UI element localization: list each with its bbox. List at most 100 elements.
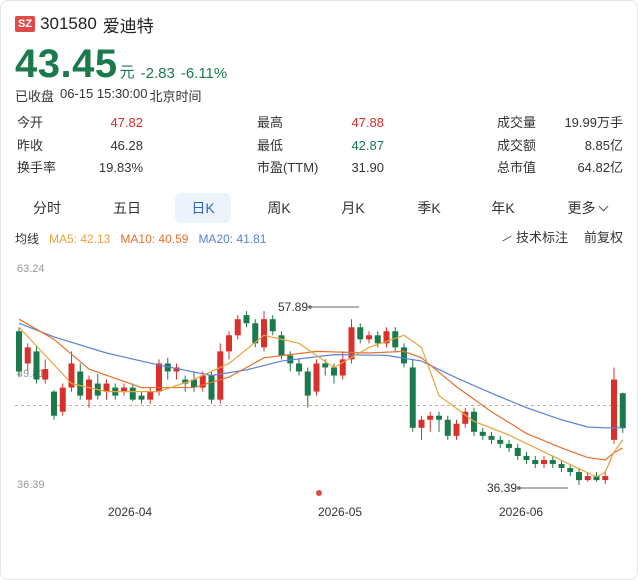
stock-header: SZ 301580 爱迪特 <box>15 13 154 36</box>
price-box: 43.45 元 -2.83 -6.11% <box>15 41 233 85</box>
amount-value: 8.85亿 <box>584 138 623 153</box>
candle-body <box>208 375 215 400</box>
amount-label: 成交额 <box>497 138 537 153</box>
tech-annotation-button[interactable]: 技术标注 <box>502 230 568 246</box>
tab-weekly-k[interactable]: 周K <box>267 200 291 216</box>
candle-body <box>427 415 434 420</box>
max-label: 57.89 <box>278 300 308 314</box>
tab-quarterly-k[interactable]: 季K <box>417 200 441 216</box>
candle-body <box>182 379 189 384</box>
ma-label: 均线 <box>15 232 40 246</box>
high-label: 最高 <box>257 115 284 130</box>
min-label: 36.39 <box>487 481 517 495</box>
candle-body <box>611 379 617 440</box>
candle-body <box>68 363 75 388</box>
candle-body <box>392 331 399 348</box>
candle-body <box>226 335 232 352</box>
candle-body <box>199 375 206 388</box>
tab-monthly-k[interactable]: 月K <box>341 200 365 216</box>
turnover-value: 19.83% <box>98 160 143 175</box>
max-dot <box>308 305 312 309</box>
candle-body <box>497 439 504 444</box>
tab-daily-k[interactable]: 日K <box>175 193 231 223</box>
candle-body <box>444 419 451 436</box>
tab-intraday[interactable]: 分时 <box>33 200 61 216</box>
candle-body <box>138 395 145 400</box>
candle-body <box>278 335 285 356</box>
turnover-label: 换手率 <box>17 160 57 175</box>
low-value: 42.87 <box>351 138 384 153</box>
event-dot-icon[interactable] <box>316 490 322 496</box>
candle-body <box>409 367 416 428</box>
volume-label: 成交量 <box>497 115 537 130</box>
candle-body <box>593 476 600 481</box>
x-tick-may: 2026-05 <box>318 505 363 519</box>
candle-body <box>51 391 57 416</box>
market-status: 已收盘 06-15 15:30:00 北京时间 <box>15 86 202 105</box>
candle-body <box>602 476 609 481</box>
price-change: -2.83 <box>140 65 175 82</box>
candle-body <box>401 347 407 364</box>
y-tick-top: 63.24 <box>17 263 45 275</box>
candle-body <box>42 369 49 380</box>
open-value: 47.82 <box>110 115 143 130</box>
y-tick-bottom: 36.39 <box>17 479 45 491</box>
candle-body <box>576 472 582 481</box>
candle-body <box>506 443 512 448</box>
period-tabs: 分时 五日 日K 周K 月K 季K 年K 更多 <box>9 193 631 223</box>
x-tick-jun: 2026-06 <box>499 505 544 519</box>
min-dot <box>517 486 521 490</box>
candle-body <box>191 379 197 388</box>
candle-body <box>304 371 311 396</box>
candle-body <box>103 383 110 392</box>
last-price: 43.45 <box>15 42 118 86</box>
candle-body <box>86 379 92 400</box>
candle-body <box>383 331 390 344</box>
status-text: 已收盘 <box>15 89 55 104</box>
candle-body <box>436 415 442 420</box>
x-tick-apr: 2026-04 <box>108 505 153 519</box>
price-unit: 元 <box>119 64 135 81</box>
candle-body <box>156 363 162 392</box>
ma10-line <box>18 318 624 461</box>
candle-body <box>33 351 40 380</box>
tab-more[interactable]: 更多 <box>557 193 617 223</box>
price-change-pct: -6.11% <box>180 65 228 82</box>
candle-body <box>313 363 320 392</box>
candles-group <box>16 311 626 485</box>
status-datetime: 06-15 15:30:00 <box>60 86 148 101</box>
ma20-value: MA20: 41.81 <box>198 232 267 246</box>
candle-body <box>558 464 565 469</box>
candle-body <box>296 363 302 372</box>
stock-name: 爱迪特 <box>102 16 154 36</box>
high-value: 47.88 <box>351 115 384 130</box>
market-badge: SZ <box>15 16 36 32</box>
candle-body <box>322 363 329 368</box>
price-adjust-button[interactable]: 前复权 <box>583 230 623 245</box>
ma20-line <box>18 322 623 429</box>
prev-close-value: 46.28 <box>110 138 143 153</box>
candle-body <box>77 371 84 396</box>
candle-body <box>357 327 364 340</box>
candle-body <box>549 459 556 465</box>
tab-five-day[interactable]: 五日 <box>113 200 141 216</box>
candle-body <box>252 323 259 344</box>
candle-body <box>523 455 530 460</box>
volume-value: 19.99万手 <box>564 115 623 130</box>
low-label: 最低 <box>257 138 284 153</box>
candle-body <box>514 447 521 456</box>
pe-value: 31.90 <box>351 160 384 175</box>
tab-yearly-k[interactable]: 年K <box>491 200 515 216</box>
candle-body <box>24 347 31 364</box>
chart-tools: 技术标注 前复权 <box>502 230 623 246</box>
candle-body <box>462 411 469 424</box>
market-cap-value: 64.82亿 <box>577 160 623 175</box>
candle-body <box>532 459 539 465</box>
market-cap-label: 总市值 <box>497 160 537 175</box>
ma-legend: 均线 MA5: 42.13 MA10: 40.59 MA20: 41.81 <box>15 231 266 247</box>
max-marker: 57.89 <box>278 300 359 314</box>
candle-body <box>173 367 180 372</box>
candle-body <box>331 367 337 376</box>
